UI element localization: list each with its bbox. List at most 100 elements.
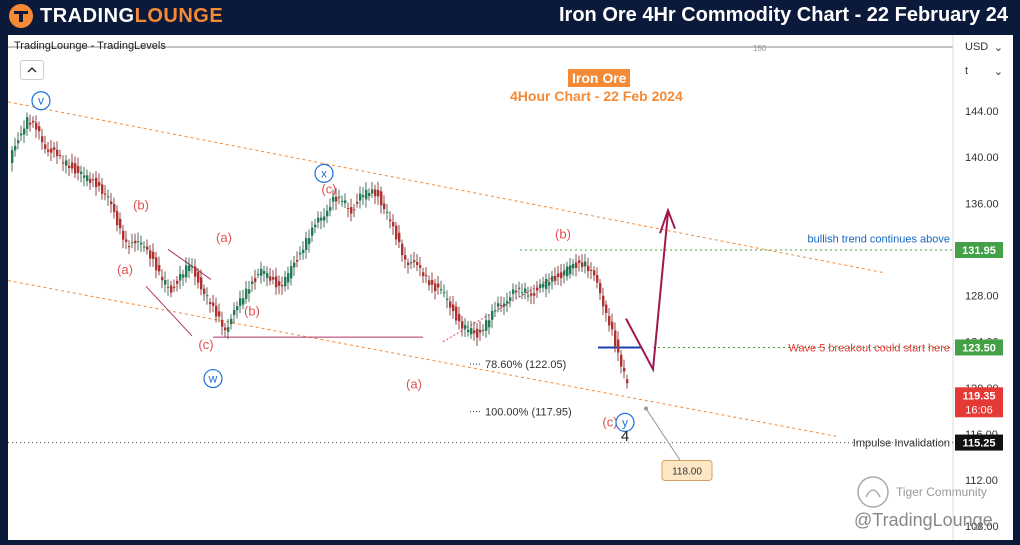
candle-body (38, 126, 41, 132)
price-tag-value: 123.50 (962, 342, 996, 354)
upper-channel-line (8, 101, 884, 274)
candle-body (314, 224, 317, 228)
candle-body (83, 175, 86, 178)
candle-body (452, 304, 455, 312)
candle-body (506, 301, 509, 304)
candle-body (50, 148, 53, 153)
candle-body (98, 182, 101, 186)
candle-body (125, 239, 128, 242)
chevron-up-icon (27, 66, 37, 73)
candle-body (344, 200, 347, 204)
candle-body (617, 339, 620, 353)
candle-body (593, 270, 596, 276)
tiger-watermark: Tiger Community (856, 475, 987, 509)
candle-body (557, 273, 560, 277)
candle-body (53, 147, 56, 150)
lower-channel-line (8, 280, 837, 437)
candle-body (131, 242, 134, 244)
candle-body (458, 313, 461, 322)
candle-body (407, 262, 410, 265)
candle-body (236, 306, 239, 311)
candle-body (317, 217, 320, 223)
candle-body (614, 330, 617, 347)
candle-body (413, 260, 416, 262)
candle-body (509, 297, 512, 301)
candle-body (422, 272, 425, 277)
candle-body (197, 272, 200, 283)
collapse-button[interactable] (20, 60, 44, 80)
candle-body (128, 246, 131, 248)
candle-body (443, 292, 446, 294)
candle-body (299, 252, 302, 255)
y-tick-label: 108.00 (965, 521, 999, 533)
currency-value: USD (965, 41, 989, 53)
candle-body (542, 283, 545, 288)
candle-body (389, 219, 392, 222)
wedge-lower-line (145, 286, 193, 337)
price-tag-value: 131.95 (962, 245, 996, 257)
annotation-text: Wave 5 breakout could start here (788, 342, 950, 354)
wave-label-red: (a) (406, 376, 422, 391)
indicator-label[interactable]: TradingLounge - TradingLevels (14, 40, 166, 52)
candle-body (560, 272, 563, 279)
logo-wordmark: TRADINGLOUNGE (40, 5, 223, 28)
callout-pointer (645, 408, 685, 467)
price-chart[interactable]: 150144.00140.00136.00128.00124.00120.001… (8, 35, 1013, 540)
annotation-text: bullish trend continues above (808, 233, 950, 245)
unit-select[interactable]: t ⌄ (961, 61, 1007, 81)
candle-body (623, 367, 626, 372)
candle-body (119, 219, 122, 229)
candle-body (158, 265, 161, 272)
candle-body (140, 242, 143, 245)
candle-body (302, 249, 305, 254)
candle-body (32, 120, 35, 123)
candle-body (167, 286, 170, 288)
candle-body (575, 262, 578, 268)
candle-body (539, 284, 542, 289)
currency-select[interactable]: USD ⌄ (961, 37, 1007, 57)
candle-body (371, 189, 374, 194)
candle-body (428, 280, 431, 286)
candle-body (320, 217, 323, 221)
candle-body (491, 310, 494, 320)
price-tag (955, 242, 1003, 259)
candle-body (380, 191, 383, 206)
candle-body (605, 304, 608, 313)
candle-body (503, 303, 506, 307)
candle-body (461, 321, 464, 329)
price-tag (955, 339, 1003, 356)
candle-body (101, 184, 104, 194)
candle-body (224, 327, 227, 331)
fib-label: 100.00% (117.95) (485, 406, 572, 418)
candle-body (518, 287, 521, 289)
candle-body (323, 216, 326, 221)
header-bar: TRADINGLOUNGE Iron Ore 4Hr Commodity Cha… (0, 0, 1020, 32)
candle-body (203, 288, 206, 295)
candle-body (437, 283, 440, 288)
candle-body (47, 149, 50, 152)
candle-body (227, 327, 230, 332)
projection-arrowhead (659, 207, 676, 234)
candle-body (269, 276, 272, 281)
candle-body (155, 257, 158, 271)
candle-body (257, 274, 260, 276)
candle-body (377, 190, 380, 197)
candle-body (233, 309, 236, 316)
callout-box (661, 459, 713, 481)
candle-body (401, 243, 404, 256)
candle-body (383, 203, 386, 210)
candle-body (359, 193, 362, 201)
candle-body (587, 265, 590, 272)
candle-body (290, 266, 293, 279)
candle-body (218, 311, 221, 317)
candle-body (56, 149, 59, 157)
candle-body (281, 285, 284, 287)
tiger-icon (857, 476, 889, 508)
candle-body (485, 320, 488, 331)
candle-body (149, 250, 152, 259)
wave-label-y: y (622, 415, 628, 429)
tiger-watermark-text: Tiger Community (896, 485, 987, 499)
candle-body (497, 303, 500, 307)
chart-panel[interactable]: 150144.00140.00136.00128.00124.00120.001… (8, 35, 1013, 540)
candle-body (476, 328, 479, 338)
